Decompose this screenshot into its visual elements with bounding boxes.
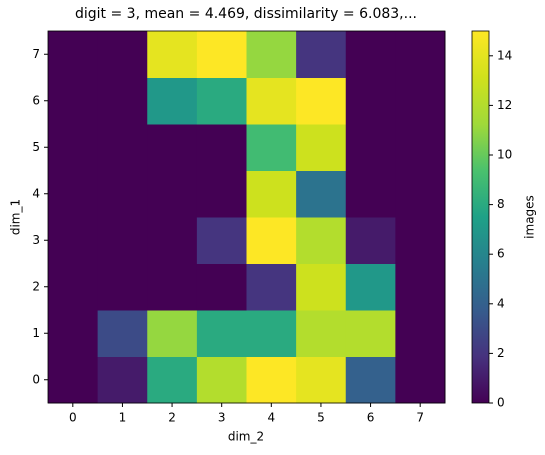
heatmap-cell	[296, 77, 347, 125]
y-tick-label: 0	[32, 372, 40, 386]
y-tick-label: 1	[32, 326, 40, 340]
heatmap-cell	[97, 124, 148, 171]
heatmap-cell	[147, 124, 198, 171]
heatmap-cell	[246, 217, 297, 264]
heatmap-cell	[147, 170, 198, 218]
colorbar-tick-label: 0	[497, 396, 505, 410]
colorbar-tick-label: 10	[497, 148, 512, 162]
heatmap-cell	[246, 124, 297, 171]
heatmap-cell	[97, 77, 148, 125]
x-tick-label: 5	[317, 411, 325, 425]
heatmap-cell	[147, 31, 198, 78]
heatmap-cell	[48, 356, 99, 404]
heatmap-cell	[196, 263, 247, 311]
heatmap-cell	[48, 263, 99, 311]
heatmap-cell	[48, 217, 99, 264]
colorbar-tick-label: 2	[497, 346, 505, 360]
x-axis-label: dim_2	[228, 430, 264, 444]
heatmap-cell	[97, 170, 148, 218]
y-axis-label: dim_1	[9, 199, 23, 235]
heatmap-cell	[345, 263, 396, 311]
heatmap-cell	[296, 124, 347, 171]
heatmap-cell	[196, 356, 247, 404]
heatmap-cell	[196, 124, 247, 171]
y-tick-label: 6	[32, 93, 40, 107]
colorbar-tick-label: 6	[497, 247, 505, 261]
heatmap-cell	[395, 77, 446, 125]
heatmap-cell	[97, 217, 148, 264]
heatmap-cell	[296, 217, 347, 264]
chart-title: digit = 3, mean = 4.469, dissimilarity =…	[75, 6, 417, 22]
heatmap-cell	[147, 77, 198, 125]
colorbar-tick-label: 8	[497, 197, 505, 211]
heatmap-cell	[395, 170, 446, 218]
heatmap-cell	[345, 310, 396, 357]
x-tick-label: 4	[267, 411, 275, 425]
heatmap-cell	[97, 356, 148, 404]
heatmap-cell	[196, 170, 247, 218]
heatmap-cell	[97, 310, 148, 357]
heatmap-cell	[395, 263, 446, 311]
heatmap-cell	[147, 263, 198, 311]
x-tick-label: 0	[69, 411, 77, 425]
colorbar-tick-label: 12	[497, 98, 512, 112]
heatmap-cell	[196, 217, 247, 264]
heatmap-cell	[345, 124, 396, 171]
heatmap-cell	[296, 310, 347, 357]
heatmap-cell	[48, 31, 99, 78]
heatmap-cell	[246, 170, 297, 218]
heatmap-cell	[345, 356, 396, 404]
heatmap-cell	[395, 124, 446, 171]
heatmap-cell	[246, 263, 297, 311]
y-tick-label: 2	[32, 279, 40, 293]
heatmap-cell	[345, 31, 396, 78]
colorbar-tick-label: 4	[497, 296, 505, 310]
heatmap-cell	[395, 31, 446, 78]
x-tick-label: 7	[416, 411, 424, 425]
heatmap-cell	[345, 77, 396, 125]
heatmap-cell	[48, 310, 99, 357]
heatmap-cell	[48, 170, 99, 218]
y-tick-label: 5	[32, 140, 40, 154]
y-tick-label: 4	[32, 186, 40, 200]
heatmap-cell	[196, 77, 247, 125]
heatmap-cell	[97, 31, 148, 78]
heatmap-cell	[395, 356, 446, 404]
heatmap-cell	[345, 217, 396, 264]
heatmap-cell	[196, 310, 247, 357]
colorbar-tick-label: 14	[497, 48, 512, 62]
heatmap-cell	[395, 310, 446, 357]
colorbar	[471, 30, 490, 404]
heatmap-cell	[246, 310, 297, 357]
x-tick-label: 3	[218, 411, 226, 425]
heatmap-cell	[147, 356, 198, 404]
x-tick-label: 1	[119, 411, 127, 425]
heatmap-cell	[246, 77, 297, 125]
heatmap-cell	[48, 77, 99, 125]
colorbar-label: images	[523, 195, 537, 239]
heatmap-cell	[196, 31, 247, 78]
heatmap-cell	[296, 31, 347, 78]
heatmap-cell	[147, 310, 198, 357]
heatmap-cell	[296, 170, 347, 218]
heatmap-cell	[48, 124, 99, 171]
y-tick-label: 3	[32, 233, 40, 247]
heatmap-cell	[97, 263, 148, 311]
y-tick-label: 7	[32, 47, 40, 61]
heatmap-cell	[147, 217, 198, 264]
x-tick-label: 6	[367, 411, 375, 425]
heatmap-cell	[395, 217, 446, 264]
heatmap-cell	[296, 356, 347, 404]
heatmap-cell	[246, 356, 297, 404]
plot-frame	[47, 30, 446, 404]
heatmap-cell	[345, 170, 396, 218]
x-tick-label: 2	[168, 411, 176, 425]
heatmap-cell	[246, 31, 297, 78]
heatmap-cell	[296, 263, 347, 311]
